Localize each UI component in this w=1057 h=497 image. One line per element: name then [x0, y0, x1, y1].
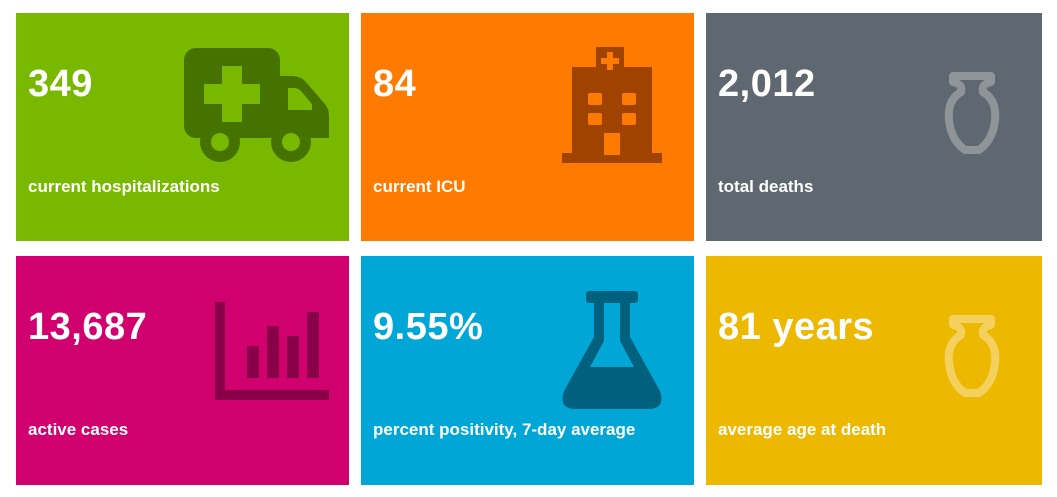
stats-grid: 349 current hospitalizations 84 current …: [16, 13, 1042, 485]
stat-label: current ICU: [373, 177, 466, 196]
stat-label: active cases: [28, 420, 129, 439]
stat-label: average age at death: [718, 420, 887, 439]
tile-total-deaths: 2,012 total deaths: [706, 13, 1042, 241]
stat-value: 81 years: [718, 306, 875, 348]
tile-percent-positivity: 9.55% percent positivity, 7-day average: [361, 256, 694, 485]
stat-value: 9.55%: [373, 306, 484, 348]
tile-current-icu: 84 current ICU: [361, 13, 694, 241]
stat-label: total deaths: [718, 177, 814, 196]
bar-chart-icon: [215, 302, 329, 400]
tile-current-hospitalizations: 349 current hospitalizations: [16, 13, 349, 241]
stat-value: 349: [28, 63, 93, 105]
hospital-icon: [562, 47, 662, 163]
stat-value: 84: [373, 63, 417, 105]
ambulance-icon-cutouts: [204, 66, 312, 151]
urn-icon: [944, 315, 1000, 397]
stat-value: 2,012: [718, 63, 816, 105]
stat-value: 13,687: [28, 306, 148, 348]
stat-label: current hospitalizations: [28, 177, 220, 196]
stat-label: percent positivity, 7-day average: [373, 420, 636, 439]
tile-average-age-at-death: 81 years average age at death: [706, 256, 1042, 485]
tile-active-cases: 13,687 active cases: [16, 256, 349, 485]
urn-icon: [944, 72, 1000, 154]
ambulance-icon: [184, 48, 329, 162]
flask-icon: [562, 291, 662, 409]
